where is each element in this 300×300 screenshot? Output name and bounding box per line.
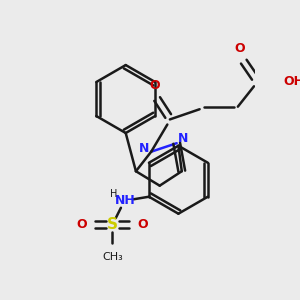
Text: S: S (107, 217, 118, 232)
Text: CH₃: CH₃ (102, 252, 123, 262)
Text: O: O (138, 218, 148, 231)
Text: N: N (139, 142, 150, 155)
Text: OH: OH (284, 75, 300, 88)
Text: NH: NH (115, 194, 136, 208)
Text: O: O (234, 42, 245, 56)
Text: N: N (178, 132, 189, 145)
Text: O: O (149, 79, 160, 92)
Text: O: O (76, 218, 87, 231)
Text: H: H (110, 189, 117, 199)
